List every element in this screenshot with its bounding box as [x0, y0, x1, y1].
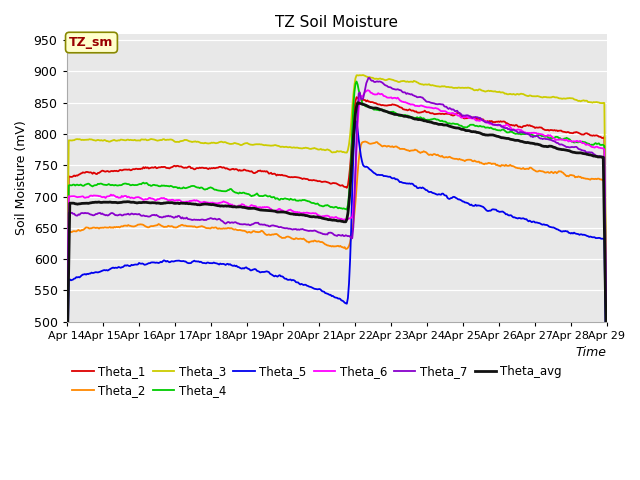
Legend: Theta_1, Theta_2, Theta_3, Theta_4, Theta_5, Theta_6, Theta_7, Theta_avg: Theta_1, Theta_2, Theta_3, Theta_4, Thet…: [72, 365, 562, 397]
X-axis label: Time: Time: [575, 346, 607, 359]
Title: TZ Soil Moisture: TZ Soil Moisture: [275, 15, 398, 30]
Y-axis label: Soil Moisture (mV): Soil Moisture (mV): [15, 120, 28, 235]
Text: TZ_sm: TZ_sm: [69, 36, 114, 49]
